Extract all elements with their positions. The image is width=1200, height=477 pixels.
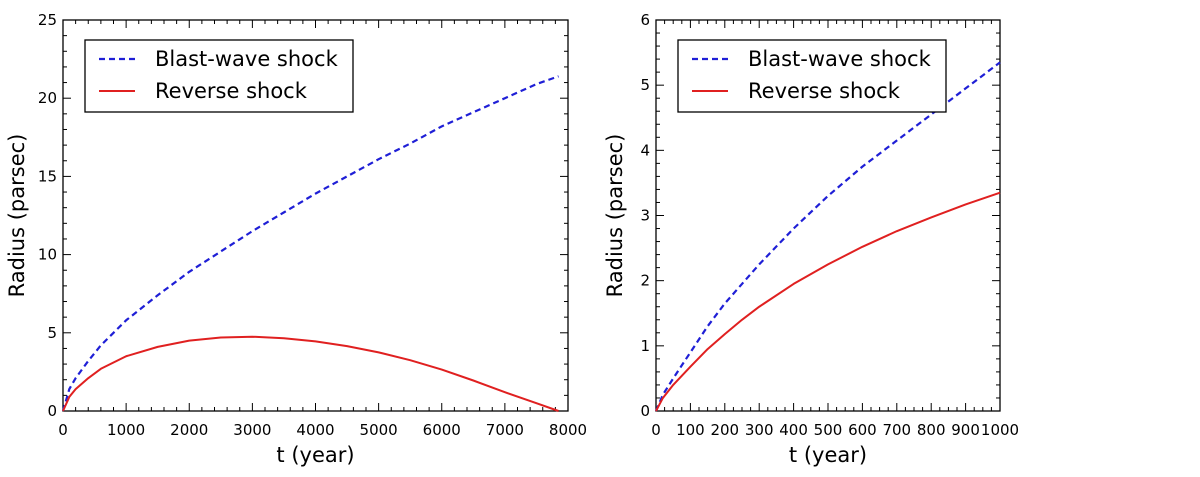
x-tick-label: 800 <box>917 421 946 439</box>
x-tick-label: 0 <box>651 421 661 439</box>
y-axis-label: Radius (parsec) <box>5 134 29 298</box>
x-tick-label: 400 <box>779 421 808 439</box>
chart-panel-2: 0 100 200 300 400 500 600 700 800 900 1000 0 1 2 3 4 5 6 t… <box>603 11 1019 467</box>
reverse-shock-line <box>62 335 559 412</box>
x-tick-label: 7000 <box>486 421 524 439</box>
y-tick-label: 0 <box>640 402 650 420</box>
blast-wave-shock-line <box>654 61 1001 412</box>
y-tick-label: 1 <box>640 337 650 355</box>
x-tick-label: 8000 <box>549 421 587 439</box>
x-axis-label: t (year) <box>276 443 354 467</box>
legend: Blast-wave shock Reverse shock <box>84 39 354 113</box>
y-tick-label: 5 <box>640 76 650 94</box>
legend-label: Blast-wave shock <box>155 47 339 71</box>
x-tick-label: 900 <box>951 421 980 439</box>
y-tick-label: 2 <box>640 272 650 290</box>
x-tick-label: 0 <box>58 421 68 439</box>
legend-label: Reverse shock <box>748 79 901 103</box>
legend: Blast-wave shock Reverse shock <box>677 39 947 113</box>
x-tick-label: 300 <box>745 421 774 439</box>
y-tick-label: 4 <box>640 141 650 159</box>
legend-label: Reverse shock <box>155 79 308 103</box>
y-tick-label: 0 <box>47 402 57 420</box>
legend-box <box>677 39 947 113</box>
x-tick-label: 500 <box>814 421 843 439</box>
x-tick-label: 600 <box>848 421 877 439</box>
y-tick-label: 15 <box>38 167 57 185</box>
chart-panel-1: 0 1000 2000 3000 4000 5000 6000 7000 8000 0 5 10 15 2… <box>5 11 587 467</box>
x-tick-label: 2000 <box>170 421 208 439</box>
x-tick-label: 100 <box>676 421 705 439</box>
x-axis-label: t (year) <box>789 443 867 467</box>
y-tick-label: 25 <box>38 11 57 29</box>
x-tick-label: 3000 <box>233 421 271 439</box>
legend-label: Blast-wave shock <box>748 47 932 71</box>
y-tick-label: 6 <box>640 11 650 29</box>
x-tick-label: 700 <box>882 421 911 439</box>
x-tick-label: 1000 <box>981 421 1019 439</box>
x-tick-label: 5000 <box>360 421 398 439</box>
x-tick-label: 200 <box>710 421 739 439</box>
y-tick-label: 10 <box>38 246 57 264</box>
reverse-shock-line <box>655 191 1001 412</box>
x-tick-label: 1000 <box>107 421 145 439</box>
x-tick-label: 4000 <box>296 421 334 439</box>
legend-box <box>84 39 354 113</box>
blast-wave-shock-line <box>61 75 559 412</box>
y-axis-label: Radius (parsec) <box>603 134 627 298</box>
x-tick-label: 6000 <box>423 421 461 439</box>
y-tick-label: 3 <box>640 207 650 225</box>
y-tick-label: 5 <box>47 324 57 342</box>
y-tick-label: 20 <box>38 89 57 107</box>
